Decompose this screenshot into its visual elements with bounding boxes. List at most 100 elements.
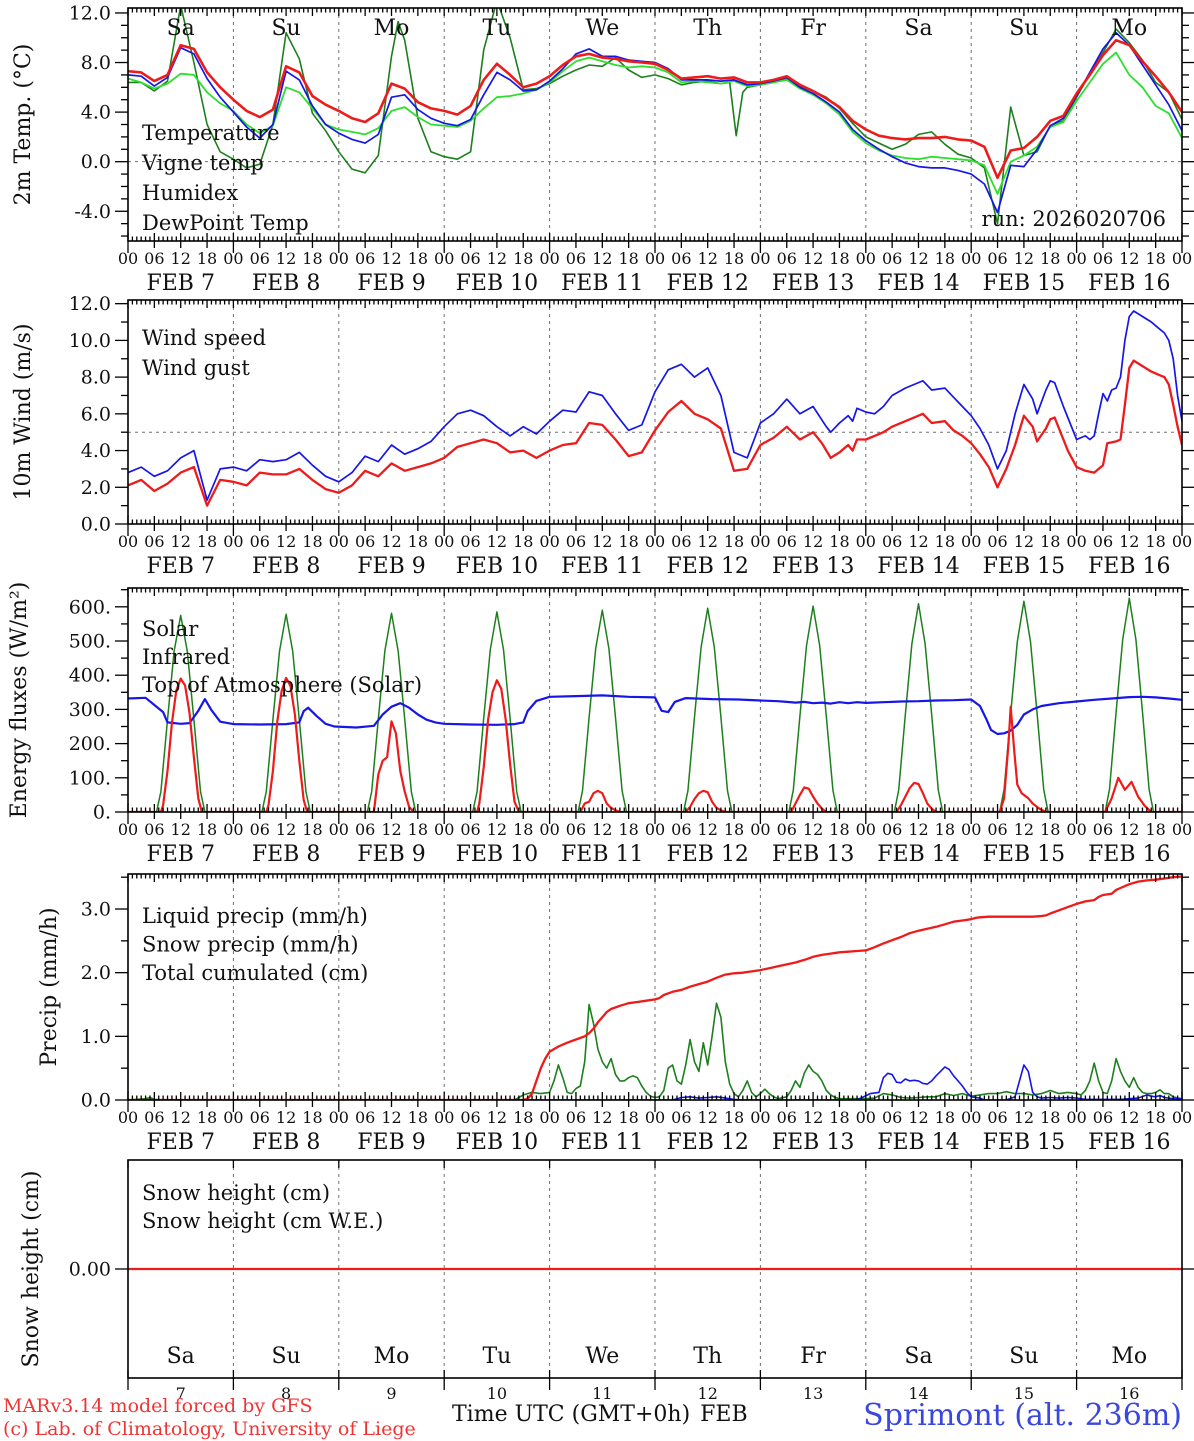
legend-text: Total cumulated (cm) — [142, 961, 368, 985]
hour-text: 06 — [566, 249, 586, 268]
feb-text: FEB 11 — [561, 842, 643, 867]
hour-text: 18 — [408, 249, 428, 268]
hour-text: 00 — [539, 249, 559, 268]
feb-text: FEB 16 — [1088, 842, 1170, 867]
hour-text: 18 — [1145, 249, 1165, 268]
series-wind-speed — [128, 359, 1182, 507]
hour-text: 00 — [856, 820, 876, 839]
hour-text: 06 — [882, 249, 902, 268]
dow-text: Fr — [800, 16, 826, 41]
hour-text: 18 — [935, 820, 955, 839]
hour-text: 18 — [1040, 1108, 1060, 1127]
hour-text: 18 — [197, 1108, 217, 1127]
feb-text: FEB 10 — [456, 271, 538, 296]
legend-text: Snow height (cm W.E.) — [142, 1209, 383, 1233]
hour-text: 12 — [171, 820, 191, 839]
feb-text: FEB 8 — [252, 842, 320, 867]
ytick-text: 1.0 — [81, 1026, 111, 1048]
ylab-text: 10m Wind (m/s) — [11, 323, 36, 500]
ytick-text: 0.0 — [81, 514, 111, 536]
hour-text: 12 — [908, 532, 928, 551]
panel-precip: 3.0 2.0 1.0 0.0 00 06 12 18 00 06 12 18 00 06 12 18 00 06… — [37, 873, 1194, 1155]
hour-text: 06 — [777, 1108, 797, 1127]
ytick-text: 4.0 — [81, 102, 111, 124]
ytick-text: 2.0 — [81, 477, 111, 499]
legend-text: Snow precip (mm/h) — [142, 933, 359, 957]
hour-text: 12 — [171, 1108, 191, 1127]
hour-text: 00 — [1066, 820, 1086, 839]
run-label: run: 2026020706 — [981, 207, 1166, 231]
feb-text: FEB 10 — [456, 554, 538, 579]
hour-text: 00 — [539, 820, 559, 839]
ylab-text: Precip (mm/h) — [37, 907, 62, 1066]
dow-text: Su — [271, 1344, 300, 1369]
ytick-text: 0.0 — [81, 151, 111, 173]
hour-text: 00 — [856, 249, 876, 268]
hour-text: 06 — [882, 532, 902, 551]
feb-text: FEB 16 — [1088, 1130, 1170, 1155]
ylab-text: Snow height (cm) — [19, 1171, 44, 1368]
feb-text: FEB 14 — [877, 1130, 959, 1155]
num-text: 15 — [1014, 1384, 1034, 1403]
hour-text: 00 — [539, 532, 559, 551]
legend-text: Wind gust — [142, 356, 250, 380]
feb-text: FEB 15 — [983, 554, 1065, 579]
hour-text: 18 — [408, 532, 428, 551]
hour-text: 18 — [1040, 532, 1060, 551]
feb-text: FEB 15 — [983, 271, 1065, 296]
ylab-text: 2m Temp. (°C) — [11, 44, 36, 206]
hour-text: 00 — [118, 820, 138, 839]
hour-text: 00 — [223, 532, 243, 551]
hour-text: 12 — [803, 820, 823, 839]
feb-text: FEB 7 — [146, 1130, 214, 1155]
hour-text: 18 — [935, 532, 955, 551]
hour-text: 12 — [1119, 820, 1139, 839]
time-axis-title: Time UTC (GMT+0h) FEB — [452, 1402, 748, 1427]
dow-text: Th — [693, 1344, 722, 1369]
hour-text: 12 — [908, 820, 928, 839]
hour-text: 00 — [223, 1108, 243, 1127]
hour-text: 06 — [355, 820, 375, 839]
hour-text: 00 — [1172, 532, 1192, 551]
hour-text: 18 — [408, 1108, 428, 1127]
num-text: 7 — [176, 1384, 186, 1403]
month-label: FEB — [700, 1402, 748, 1427]
hour-text: 00 — [118, 1108, 138, 1127]
hour-text: 00 — [1172, 249, 1192, 268]
hour-text: 18 — [829, 820, 849, 839]
hour-text: 18 — [724, 820, 744, 839]
hour-text: 00 — [961, 1108, 981, 1127]
hour-text: 00 — [434, 249, 454, 268]
feb-text: FEB 10 — [456, 1130, 538, 1155]
station-label: Sprimont (alt. 236m) — [863, 1398, 1182, 1433]
feb-text: FEB 13 — [772, 1130, 854, 1155]
hour-text: 18 — [618, 249, 638, 268]
feb-text: FEB 14 — [877, 271, 959, 296]
feb-text: FEB 16 — [1088, 271, 1170, 296]
hour-text: 18 — [618, 1108, 638, 1127]
hour-text: 00 — [434, 532, 454, 551]
hour-text: 18 — [197, 249, 217, 268]
hour-text: 12 — [487, 1108, 507, 1127]
hour-text: 12 — [276, 1108, 296, 1127]
hour-text: 00 — [329, 1108, 349, 1127]
hour-text: 06 — [566, 820, 586, 839]
hour-text: 18 — [724, 249, 744, 268]
hour-text: 06 — [882, 1108, 902, 1127]
hour-text: 00 — [539, 1108, 559, 1127]
num-text: 11 — [592, 1384, 612, 1403]
feb-text: FEB 12 — [666, 842, 748, 867]
hour-text: 12 — [908, 1108, 928, 1127]
ytick-text: 2.0 — [81, 962, 111, 984]
dow-text: Tu — [482, 1344, 511, 1369]
panel-energy: 600. 500. 400. 300. 200. 100. 0. 00 06 12 18 00 06 12… — [7, 582, 1194, 867]
hour-text: 00 — [223, 820, 243, 839]
hour-text: 00 — [645, 820, 665, 839]
hour-text: 06 — [250, 1108, 270, 1127]
hour-text: 12 — [487, 820, 507, 839]
hour-text: 12 — [1119, 1108, 1139, 1127]
feb-text: FEB 9 — [357, 554, 425, 579]
hour-text: 00 — [856, 532, 876, 551]
ytick-text: 0.00 — [69, 1259, 111, 1281]
hour-text: 12 — [381, 249, 401, 268]
